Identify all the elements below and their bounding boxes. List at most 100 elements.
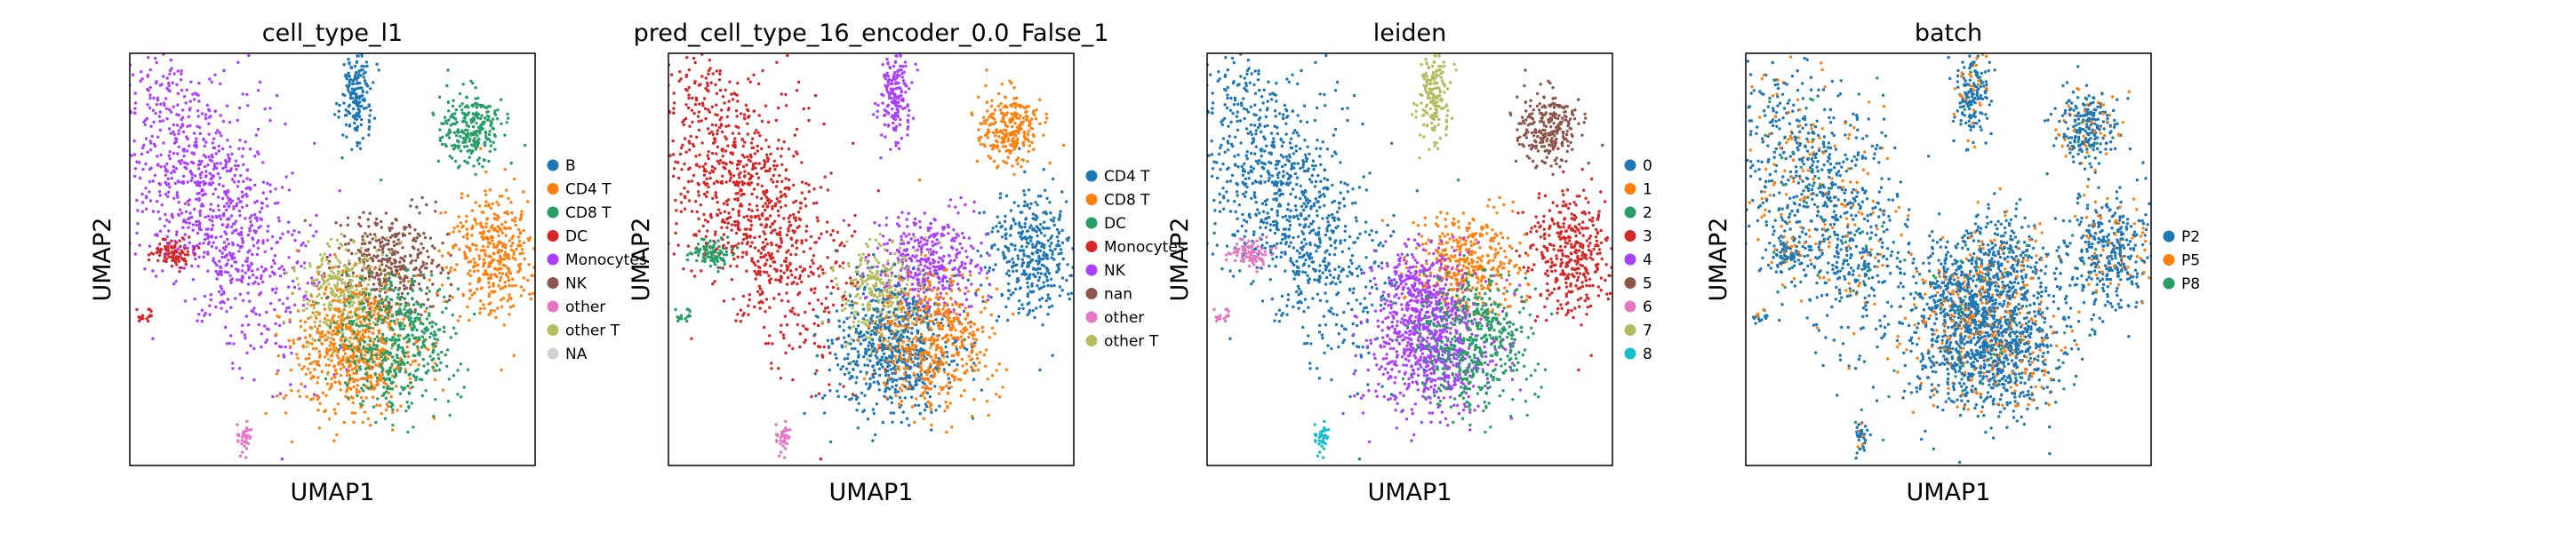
- scatter-point: [349, 267, 353, 272]
- scatter-point: [399, 323, 403, 327]
- scatter-point: [392, 289, 396, 292]
- scatter-point: [362, 345, 365, 348]
- scatter-point: [422, 276, 426, 280]
- scatter-point: [380, 269, 384, 273]
- scatter-point: [396, 302, 399, 306]
- scatter-point: [108, 189, 110, 192]
- scatter-point: [327, 363, 332, 367]
- scatter-point: [359, 68, 363, 72]
- scatter-point: [148, 190, 151, 194]
- scatter-point: [792, 155, 796, 158]
- scatter-point: [329, 276, 332, 281]
- scatter-point: [985, 68, 988, 72]
- scatter-point: [414, 259, 418, 262]
- scatter-point: [890, 100, 894, 104]
- scatter-point: [410, 402, 413, 405]
- scatter-point: [516, 235, 521, 239]
- scatter-point: [999, 102, 1003, 106]
- scatter-point: [460, 102, 464, 106]
- scatter-point: [1021, 158, 1025, 163]
- scatter-point: [349, 345, 353, 348]
- scatter-point: [356, 296, 360, 299]
- scatter-point: [500, 305, 504, 308]
- scatter-point: [510, 236, 514, 240]
- scatter-point: [218, 269, 221, 274]
- scatter-point: [507, 196, 510, 200]
- scatter-point: [425, 262, 428, 266]
- scatter-point: [800, 280, 804, 284]
- scatter-point: [372, 245, 377, 250]
- scatter-point: [304, 357, 308, 361]
- scatter-point: [403, 307, 406, 311]
- scatter-point: [991, 147, 996, 150]
- scatter-point: [420, 265, 423, 269]
- scatter-point: [328, 253, 332, 257]
- scatter-point: [843, 244, 846, 248]
- scatter-point: [214, 131, 218, 135]
- scatter-point: [783, 314, 788, 318]
- scatter-point: [472, 125, 476, 129]
- scatter-point: [892, 75, 896, 78]
- scatter-point: [448, 155, 452, 158]
- scatter-point: [785, 186, 788, 189]
- scatter-point: [432, 348, 436, 352]
- scatter-point: [358, 359, 362, 362]
- scatter-point: [486, 277, 491, 281]
- scatter-point: [481, 244, 485, 249]
- scatter-point: [132, 139, 136, 143]
- scatter-point: [258, 313, 261, 317]
- scatter-point: [478, 131, 482, 135]
- scatter-point: [501, 297, 506, 300]
- scatter-point: [888, 47, 891, 50]
- scatter-point: [430, 274, 434, 277]
- scatter-point: [680, 146, 684, 150]
- scatter-point: [466, 194, 470, 198]
- scatter-point: [318, 355, 322, 359]
- scatter-point: [241, 264, 244, 267]
- scatter-point: [1015, 96, 1019, 100]
- scatter-point: [456, 393, 460, 396]
- scatter-point: [192, 247, 196, 251]
- scatter-point: [317, 338, 321, 342]
- scatter-point: [522, 289, 525, 292]
- scatter-point: [984, 122, 988, 125]
- scatter-point: [787, 249, 790, 252]
- scatter-point: [324, 259, 329, 262]
- legend-marker: [547, 253, 559, 266]
- scatter-point: [466, 149, 469, 153]
- scatter-point: [106, 104, 108, 107]
- scatter-point: [234, 159, 238, 163]
- scatter-point: [493, 217, 498, 221]
- scatter-point: [357, 109, 362, 114]
- legend-item: B: [547, 157, 576, 175]
- scatter-point: [250, 269, 254, 273]
- scatter-point: [509, 248, 514, 252]
- scatter-point: [470, 293, 474, 297]
- scatter-point: [729, 160, 732, 164]
- scatter-point: [256, 89, 260, 92]
- scatter-point: [143, 267, 147, 271]
- scatter-point: [451, 122, 455, 126]
- scatter-point: [473, 137, 476, 140]
- scatter-point: [316, 272, 321, 276]
- scatter-point: [899, 64, 902, 68]
- scatter-point: [182, 161, 187, 164]
- scatter-point: [177, 129, 180, 132]
- scatter-point: [317, 426, 321, 430]
- scatter-point: [242, 163, 245, 166]
- scatter-point: [733, 219, 737, 224]
- scatter-point: [380, 259, 384, 263]
- scatter-point: [332, 271, 335, 275]
- scatter-point: [484, 222, 488, 226]
- scatter-point: [756, 290, 760, 294]
- scatter-point: [222, 68, 226, 73]
- scatter-point: [427, 255, 430, 259]
- scatter-point: [241, 298, 245, 302]
- scatter-point: [219, 284, 223, 288]
- scatter-point: [438, 128, 442, 131]
- scatter-point: [429, 331, 433, 335]
- legend-marker: [547, 230, 559, 242]
- scatter-point: [119, 189, 122, 192]
- scatter-point: [488, 139, 492, 143]
- scatter-point: [355, 288, 358, 292]
